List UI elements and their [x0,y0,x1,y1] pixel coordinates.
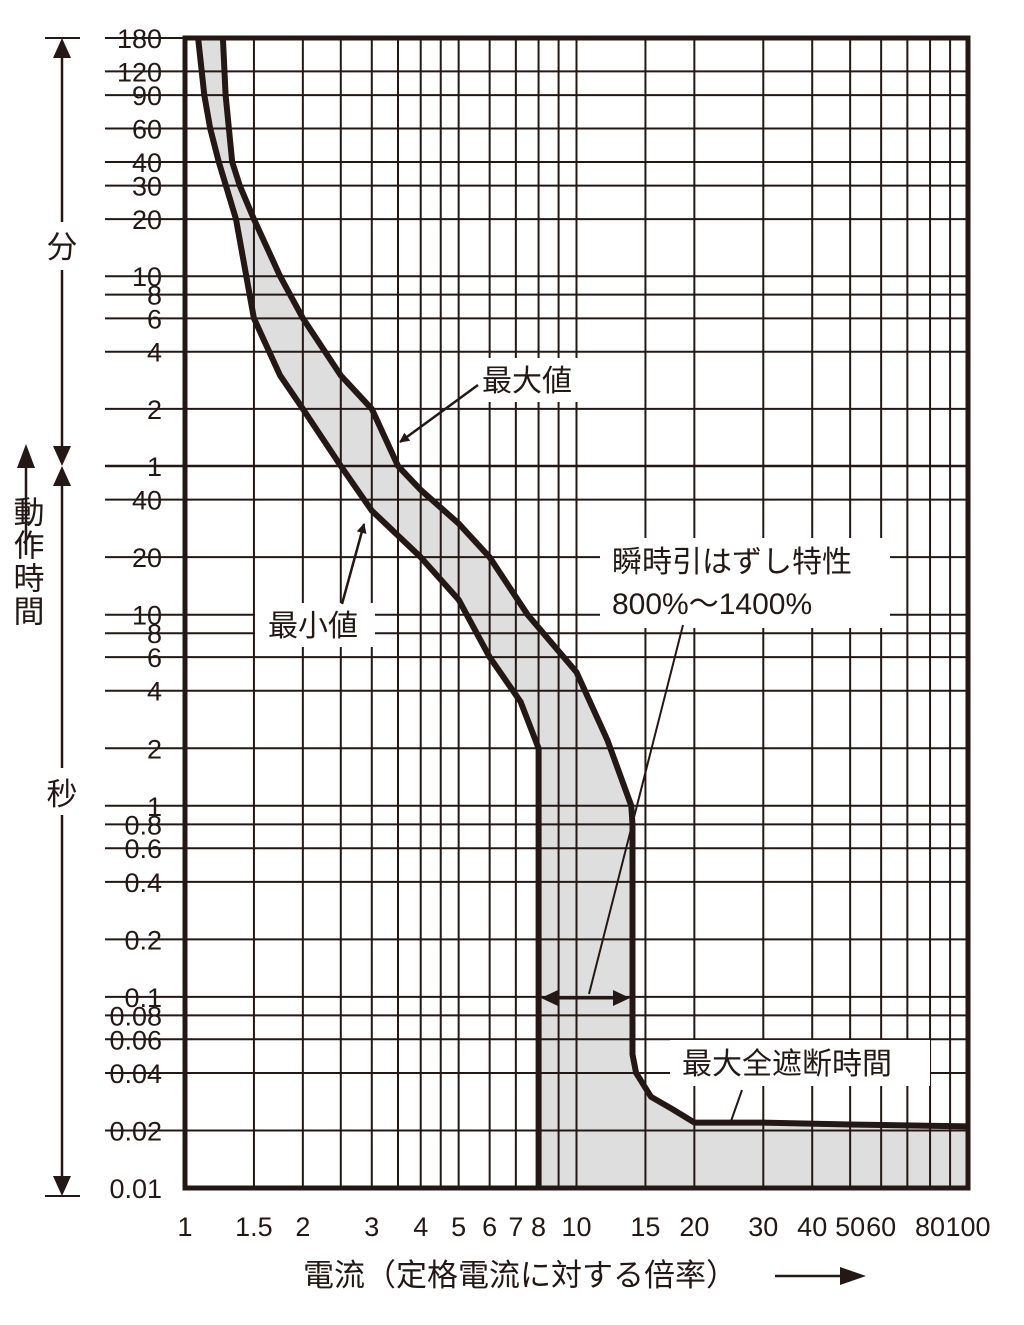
seconds-up-arrow [53,466,71,486]
y-tick-label-seconds: 6 [147,643,162,673]
y-tick-label-seconds: 4 [147,677,162,707]
y-tick-label-seconds: 0.08 [109,1001,162,1031]
ylabel-arrow-head [17,444,35,468]
minutes-unit-label: 分 [47,230,78,265]
x-tick-label: 5 [451,1212,466,1242]
seconds-down-arrow [53,1176,71,1196]
min-curve [195,38,542,1188]
x-tick-label: 80 [915,1212,945,1242]
max-curve-label: 最大値 [482,365,572,398]
x-tick-label: 20 [679,1212,709,1242]
x-tick-label: 7 [508,1212,523,1242]
y-tick-label-seconds: 0.1 [124,983,162,1013]
y-tick-label-seconds: 0.2 [124,925,162,955]
y-tick-label-minutes: 40 [132,148,162,178]
x-tick-label: 40 [797,1212,827,1242]
y-axis-label: 動作時間 [9,496,44,628]
x-tick-label: 1.5 [235,1212,273,1242]
y-tick-label-seconds: 0.02 [109,1116,162,1146]
y-tick-label-minutes: 180 [117,24,162,54]
minutes-up-arrow [53,38,71,58]
y-tick-label-minutes: 1 [147,452,162,482]
y-tick-label-minutes: 4 [147,338,162,368]
plot-frame [182,35,971,1191]
instantaneous-title: 瞬時引はずし特性 [612,546,852,579]
x-tick-label: 60 [866,1212,896,1242]
y-tick-label-minutes: 20 [132,205,162,235]
seconds-unit-label: 秒 [47,777,78,812]
minutes-down-arrow [53,446,71,466]
y-tick-label-seconds: 0.04 [109,1059,162,1089]
instantaneous-label-bg [600,538,890,628]
y-tick-label-seconds: 0.8 [124,810,162,840]
x-tick-label: 8 [531,1212,546,1242]
min-label-bg [255,603,375,647]
x-tick-label: 50 [835,1212,865,1242]
x-tick-label: 15 [630,1212,660,1242]
instantaneous-leader [588,624,684,995]
range-arrow-left-head [541,990,558,1006]
max-label-bg [470,358,590,402]
min-curve-label: 最小値 [268,610,358,643]
x-tick-label: 6 [482,1212,497,1242]
max-interrupt-label: 最大全遮断時間 [682,1048,892,1081]
tolerance-band [198,38,968,1188]
y-tick-label-seconds: 2 [147,734,162,764]
xlabel-arrow-head [840,1267,866,1285]
x-tick-label: 10 [561,1212,591,1242]
y-tick-label-seconds: 0.06 [109,1025,162,1055]
y-tick-label-minutes: 60 [132,115,162,145]
x-tick-label: 1 [177,1212,192,1242]
x-tick-label: 4 [413,1212,428,1242]
max-interrupt-leader [729,1089,743,1125]
y-tick-label-seconds: 8 [147,619,162,649]
instantaneous-range: 800%～1400% [612,588,812,621]
y-tick-label-minutes: 90 [132,81,162,111]
y-tick-label-minutes: 8 [147,281,162,311]
y-tick-label-minutes: 2 [147,395,162,425]
x-tick-label: 2 [295,1212,310,1242]
x-tick-label: 3 [364,1212,379,1242]
x-axis-label: 電流（定格電流に対する倍率） [303,1258,737,1293]
y-tick-label-seconds: 40 [132,486,162,516]
x-tick-label: 30 [748,1212,778,1242]
x-tick-label: 100 [945,1212,990,1242]
max-interrupt-label-bg [670,1040,930,1086]
y-tick-label-minutes: 120 [117,57,162,87]
y-tick-label-seconds: 0.4 [124,868,162,898]
min-curve-leader [340,523,367,605]
y-tick-label-seconds: 0.6 [124,834,162,864]
y-tick-label-minutes: 10 [132,262,162,292]
y-tick-label-seconds: 1 [147,792,162,822]
y-tick-label-seconds: 10 [132,601,162,631]
y-tick-label-minutes: 6 [147,304,162,334]
range-arrow-right-head [613,990,630,1006]
y-tick-label-seconds: 20 [132,543,162,573]
y-tick-label-minutes: 30 [132,172,162,202]
y-tick-label-seconds: 0.01 [109,1174,162,1204]
max-curve [219,38,968,1130]
max-curve-leader [399,383,479,444]
